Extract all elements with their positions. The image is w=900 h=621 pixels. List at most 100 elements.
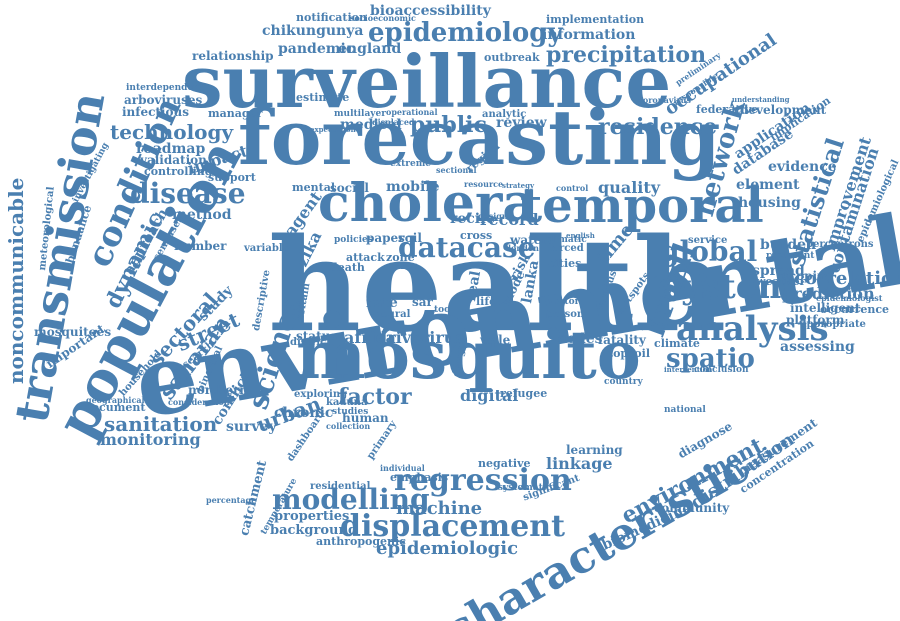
- word-support: support: [208, 171, 256, 184]
- word-epidemiologic: epidemiologic: [376, 538, 519, 559]
- word-modelling: modelling: [272, 483, 430, 516]
- word-neural: neural: [374, 309, 411, 320]
- word-technology: technology: [110, 120, 234, 144]
- word-element: element: [736, 177, 800, 193]
- word-mobile: mobile: [386, 179, 440, 195]
- word-health: health: [268, 211, 727, 361]
- word-wale: wale: [480, 333, 511, 347]
- word-conclusion: conclusion: [694, 365, 749, 375]
- word-infectious: infectious: [122, 105, 189, 119]
- word-temporal: temporal: [520, 178, 764, 234]
- word-london: london: [508, 243, 539, 253]
- word-document: document: [84, 401, 146, 414]
- word-estimate: estimate: [296, 91, 350, 104]
- word-systematic: systematic: [498, 483, 552, 493]
- word-relationship: relationship: [192, 49, 274, 63]
- word-pandemic: pandemic: [278, 41, 355, 57]
- word-noncommunicable: noncommunicable: [4, 177, 28, 384]
- word-death: death: [330, 261, 365, 274]
- word-fatality: fatality: [598, 333, 646, 347]
- word-topsoil: topsoil: [608, 347, 650, 360]
- word-perceptrons: perceptrons: [806, 239, 874, 250]
- word-precipitation: precipitation: [546, 42, 707, 68]
- word-sar: sar: [412, 295, 433, 309]
- word-displacement: displacement: [340, 509, 565, 544]
- word-zone: zone: [386, 251, 415, 264]
- word-kaduna: kaduna: [326, 397, 368, 408]
- word-exploring: exploring: [294, 389, 348, 400]
- word-review: review: [496, 115, 547, 131]
- word-climate: climate: [654, 337, 700, 350]
- word-operational: operational: [386, 107, 438, 117]
- word-arboviruses: arboviruses: [124, 93, 203, 107]
- word-water: water: [510, 233, 548, 247]
- word-english: english: [566, 231, 595, 240]
- word-strategy: strategy: [502, 181, 535, 190]
- word-cross: cross: [460, 229, 493, 242]
- word-rate: rate: [366, 295, 398, 311]
- word-studies: studies: [332, 407, 369, 417]
- word-england: england: [338, 41, 402, 57]
- word-residence: residence: [598, 114, 718, 140]
- word-community: community: [654, 501, 730, 515]
- word-public: public: [410, 112, 487, 138]
- word-cities: cities: [548, 257, 582, 270]
- word-africa: africa: [344, 328, 396, 347]
- word-driver: driver: [376, 328, 430, 347]
- word-chronic: chronic: [274, 405, 334, 421]
- word-mosquito: mosquito: [296, 316, 641, 394]
- word-sanitation: sanitation: [104, 412, 218, 436]
- word-analysis: analysis: [676, 309, 829, 349]
- word-recurrent: recurrent: [766, 251, 815, 261]
- word-intelligent: intelligent: [790, 301, 861, 315]
- word-vector: vector: [548, 297, 580, 307]
- word-expectation: expectation: [310, 125, 356, 134]
- word-extreme: extreme: [390, 159, 431, 169]
- word-occurrence: occurrence: [820, 303, 890, 316]
- word-sectional: sectional: [436, 165, 477, 175]
- word-human: human: [342, 411, 389, 425]
- word-anthropogenic: anthropogenic: [316, 535, 406, 548]
- word-learning: learning: [566, 443, 623, 457]
- word-development: development: [740, 103, 827, 117]
- word-interdependent: interdependent: [126, 83, 204, 93]
- word-service: service: [688, 235, 728, 246]
- word-cholera: cholera: [318, 173, 537, 234]
- word-validation: validation: [140, 153, 207, 167]
- word-coronavirus: coronavirus: [638, 95, 691, 105]
- word-emphasis: emphasis: [390, 471, 449, 484]
- word-district: district: [290, 337, 331, 348]
- word-scoping: scoping: [782, 269, 835, 283]
- word-digital: digital: [460, 386, 519, 405]
- word-mosquitoes: mosquitoes: [34, 325, 112, 339]
- word-survey: survey: [226, 419, 277, 435]
- word-attack: attack: [346, 251, 385, 264]
- word-regression: regression: [394, 463, 572, 498]
- word-monitoring: monitoring: [100, 430, 201, 449]
- word-assessing: assessing: [780, 339, 855, 355]
- word-information: information: [542, 27, 636, 43]
- word-quality: quality: [598, 178, 661, 197]
- word-background: background: [270, 523, 358, 538]
- word-spread: spread: [752, 263, 805, 279]
- word-virus: virus: [420, 328, 465, 347]
- word-machine: machine: [396, 498, 483, 519]
- word-epidemiologist: epidemiologist: [816, 293, 883, 303]
- word-appropriate: appropriate: [800, 319, 866, 330]
- word-resource: resource: [464, 179, 504, 189]
- word-individual: individual: [380, 463, 425, 473]
- word-medical: medical: [340, 117, 402, 133]
- word-outbreak: outbreak: [484, 51, 540, 64]
- word-burden: burden: [760, 237, 817, 253]
- word-paper: paper: [366, 231, 405, 245]
- word-northern: northern: [188, 383, 248, 397]
- word-datacase: datacase: [398, 231, 536, 264]
- word-control: control: [556, 183, 589, 193]
- word-forecasting: forecasting: [238, 93, 721, 182]
- word-federative: federative: [696, 103, 758, 116]
- word-disease: disease: [130, 177, 246, 210]
- word-collection: collection: [326, 421, 371, 431]
- word-primary: primary: [365, 418, 400, 462]
- word-variable: variable: [244, 243, 289, 254]
